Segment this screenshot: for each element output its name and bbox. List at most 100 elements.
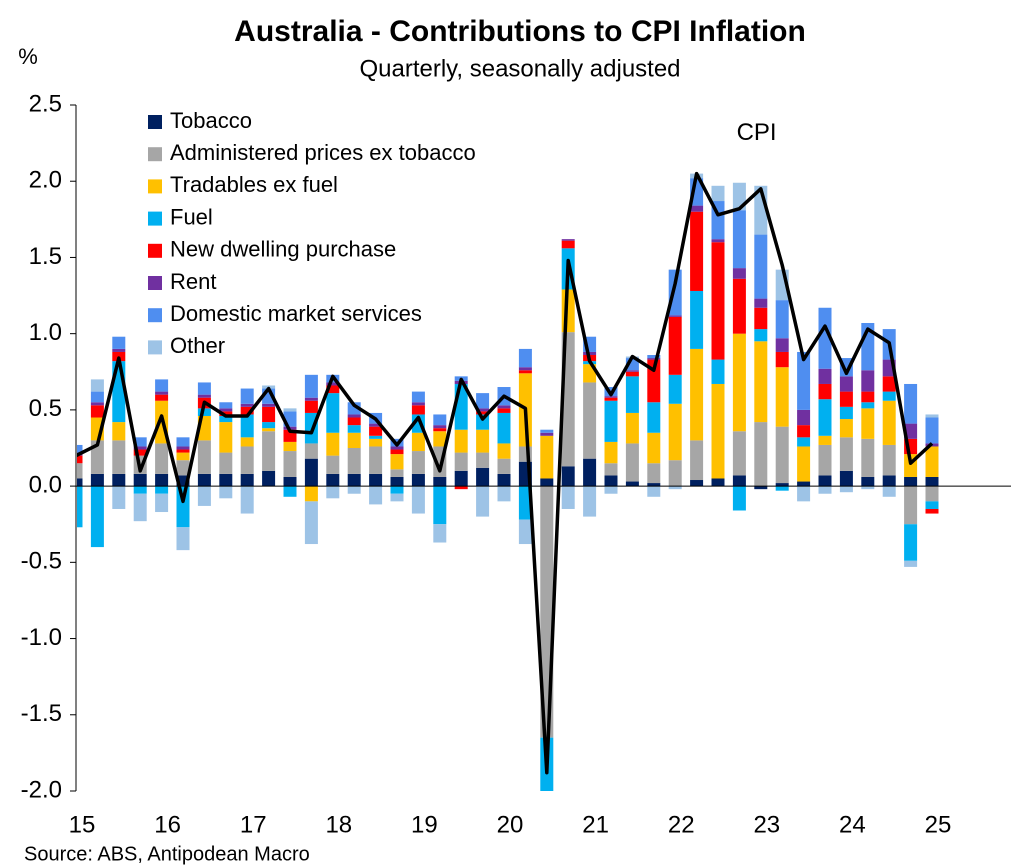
bar-segment xyxy=(90,402,104,406)
x-tick-label: 20 xyxy=(497,811,524,838)
bar-segment xyxy=(861,402,875,409)
legend-swatch xyxy=(148,340,162,355)
bar-segment xyxy=(775,483,789,487)
bar-segment xyxy=(797,425,811,438)
x-tick-label: 24 xyxy=(839,811,866,838)
bar-segment xyxy=(219,473,233,487)
bar-segment xyxy=(197,382,211,395)
bar-segment xyxy=(240,473,254,487)
bar-segment xyxy=(476,411,490,415)
bar-segment xyxy=(262,406,276,423)
bar-segment xyxy=(604,463,618,476)
bar-segment xyxy=(283,408,297,412)
bar-segment xyxy=(304,397,318,401)
bar-segment xyxy=(326,385,340,394)
bar-segment xyxy=(518,370,532,374)
bar-segment xyxy=(690,480,704,487)
bar-segment xyxy=(540,432,554,436)
bar-segment xyxy=(411,402,425,406)
bar-segment xyxy=(390,486,404,494)
bar-segment xyxy=(476,452,490,468)
x-tick-label: 17 xyxy=(240,811,267,838)
bar-segment xyxy=(283,486,297,497)
bar-segment xyxy=(133,493,147,522)
y-tick-label: 2.5 xyxy=(29,90,62,117)
bar-segment xyxy=(818,435,832,445)
bar-segment xyxy=(818,307,832,369)
bar-segment xyxy=(433,431,447,447)
bar-segment xyxy=(732,486,746,511)
bar-segment xyxy=(604,396,618,398)
bar-segment xyxy=(797,481,811,487)
bar-segment xyxy=(561,240,575,249)
bar-segment xyxy=(711,478,725,487)
bar-segment xyxy=(262,422,276,429)
bar-segment xyxy=(583,458,597,487)
bar-segment xyxy=(347,417,361,426)
bar-segment xyxy=(797,351,811,410)
bar-segment xyxy=(411,486,425,514)
bar-segment xyxy=(925,414,939,418)
bar-segment xyxy=(668,460,682,487)
bar-segment xyxy=(133,486,147,494)
bar-segment xyxy=(540,429,554,433)
chart-subtitle: Quarterly, seasonally adjusted xyxy=(359,55,680,82)
bar-segment xyxy=(797,446,811,482)
y-tick-label: 2.0 xyxy=(29,167,62,194)
bar-segment xyxy=(197,394,211,398)
bar-segment xyxy=(925,501,939,509)
bar-segment xyxy=(176,486,190,528)
legend-swatch xyxy=(148,211,162,226)
bar-segment xyxy=(839,391,853,407)
bar-segment xyxy=(77,486,83,528)
bar-segment xyxy=(497,473,511,487)
bar-segment xyxy=(197,486,211,506)
bar-segment xyxy=(476,467,490,487)
legend-label: Administered prices ex tobacco xyxy=(170,140,476,165)
bar-segment xyxy=(219,408,233,412)
bar-segment xyxy=(647,486,661,497)
bar-segment xyxy=(77,455,83,464)
bar-segment xyxy=(369,423,383,427)
bar-segment xyxy=(904,560,918,567)
bar-segment xyxy=(797,409,811,426)
legend-label: New dwelling purchase xyxy=(170,237,396,262)
bar-segment xyxy=(668,316,682,375)
bar-segment xyxy=(476,429,490,453)
bar-segment xyxy=(604,397,618,401)
legend-label: Rent xyxy=(170,269,216,294)
y-tick-label: -0.5 xyxy=(21,548,62,575)
bar-segment xyxy=(583,382,597,459)
bar-segment xyxy=(112,486,126,509)
bar-segment xyxy=(882,475,896,487)
bar-segment xyxy=(262,470,276,487)
bar-segment xyxy=(861,486,875,490)
bar-segment xyxy=(90,486,104,548)
bar-segment xyxy=(625,412,639,444)
bar-segment xyxy=(754,234,768,299)
bar-segment xyxy=(304,458,318,487)
bar-segment xyxy=(711,239,725,243)
bar-segment xyxy=(690,205,704,212)
bar-segment xyxy=(240,388,254,404)
bar-segment xyxy=(240,486,254,514)
bar-segment xyxy=(155,493,169,513)
bar-segment xyxy=(925,508,939,514)
bar-segment xyxy=(561,486,575,509)
x-tick-label: 25 xyxy=(925,811,952,838)
bar-segment xyxy=(433,414,447,426)
bar-segment xyxy=(775,338,789,352)
bar-segment xyxy=(433,428,447,432)
bar-segment xyxy=(754,307,768,330)
bar-segment xyxy=(326,382,340,386)
bar-segment xyxy=(454,429,468,453)
bar-segment xyxy=(433,425,447,429)
chart-title: Australia - Contributions to CPI Inflati… xyxy=(234,15,806,48)
bar-segment xyxy=(647,355,661,359)
bar-segment xyxy=(540,435,554,479)
bar-segment xyxy=(90,473,104,487)
bar-segment xyxy=(561,239,575,241)
bar-segment xyxy=(155,391,169,395)
bar-segment xyxy=(326,473,340,487)
bar-segment xyxy=(433,486,447,525)
